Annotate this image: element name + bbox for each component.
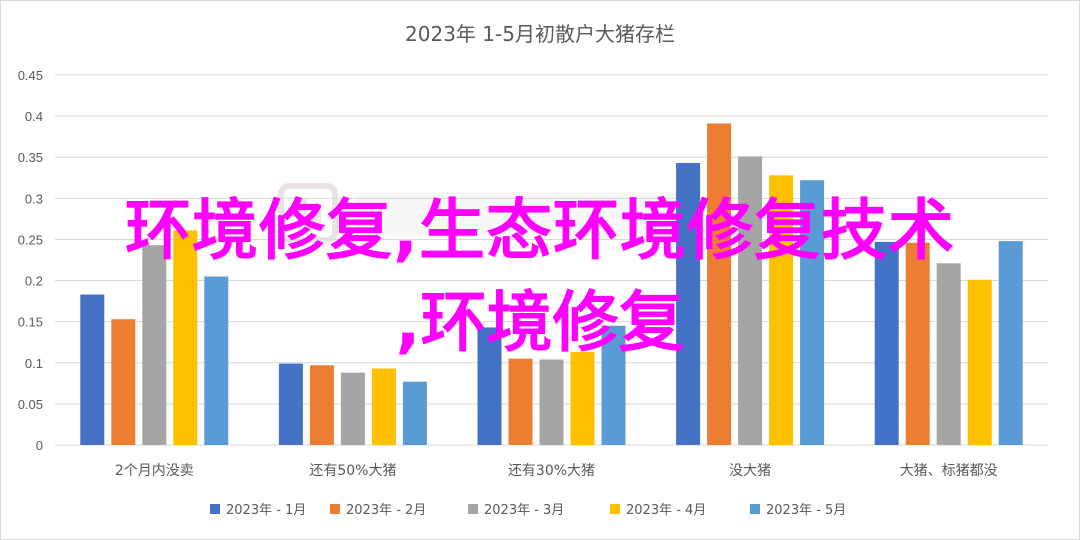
y-tick-label: 0.4 <box>25 109 43 124</box>
legend: 2023年 - 1月 2023年 - 2月 2023年 - 3月 2023年 - 4月… <box>210 503 846 518</box>
bar <box>874 241 899 445</box>
bar <box>309 365 334 445</box>
bar <box>570 352 595 445</box>
y-axis-ticks: 0 0.05 0.1 0.15 0.2 0.25 0.3 0.35 0.4 0.45 <box>18 68 43 453</box>
legend-swatch <box>610 504 620 514</box>
y-tick-label: 0.2 <box>25 274 43 289</box>
chart-title: 2023年 1-5月初散户大猪存栏 <box>405 22 675 46</box>
bar <box>769 175 794 446</box>
bar <box>998 241 1023 445</box>
bar <box>173 230 198 445</box>
x-tick-label: 还有50%大猪 <box>309 463 396 479</box>
bar <box>204 276 229 445</box>
bar <box>508 358 533 445</box>
legend-swatch <box>330 504 340 514</box>
bar <box>142 245 167 445</box>
x-tick-label: 还有30%大猪 <box>508 463 595 479</box>
x-tick-label: 2个月内没卖 <box>115 463 194 479</box>
bars <box>80 123 1023 446</box>
bar <box>371 368 396 445</box>
overlay-text-line-2: ,环境修复 <box>395 284 685 361</box>
y-tick-label: 0.1 <box>25 356 43 371</box>
legend-swatch <box>210 504 220 514</box>
legend-swatch <box>468 504 478 514</box>
legend-label: 2023年 - 3月 <box>484 503 564 518</box>
x-tick-label: 大猪、标猪都没 <box>900 463 998 479</box>
y-tick-label: 0.35 <box>18 150 43 165</box>
x-axis-ticks: 2个月内没卖 还有50%大猪 还有30%大猪 没大猪 大猪、标猪都没 <box>115 463 998 479</box>
y-tick-label: 0.05 <box>18 397 43 412</box>
bar <box>905 242 930 445</box>
bar <box>800 180 825 445</box>
bar <box>402 381 427 445</box>
legend-swatch <box>750 504 760 514</box>
legend-label: 2023年 - 5月 <box>766 503 846 518</box>
x-tick-label: 没大猪 <box>729 463 771 479</box>
watermark-logo <box>278 183 695 243</box>
y-tick-label: 0.3 <box>25 191 43 206</box>
bar <box>707 123 732 445</box>
y-tick-label: 0.15 <box>18 315 43 330</box>
y-tick-label: 0.45 <box>18 68 43 83</box>
bar <box>936 263 961 445</box>
y-tick-label: 0.25 <box>18 232 43 247</box>
bar <box>111 319 136 445</box>
overlay-text-line-1: 环境修复,生态环境修复技术 <box>124 192 956 269</box>
bar <box>601 325 626 445</box>
legend-label: 2023年 - 4月 <box>626 503 706 518</box>
bar <box>967 279 992 445</box>
bar <box>278 363 303 445</box>
bar <box>676 162 701 445</box>
bar <box>340 372 365 445</box>
legend-label: 2023年 - 1月 <box>226 503 306 518</box>
y-tick-label: 0 <box>36 438 43 453</box>
bar <box>539 359 564 445</box>
legend-label: 2023年 - 2月 <box>346 503 426 518</box>
bar <box>80 294 105 445</box>
bar <box>477 327 502 445</box>
bar <box>738 156 763 445</box>
